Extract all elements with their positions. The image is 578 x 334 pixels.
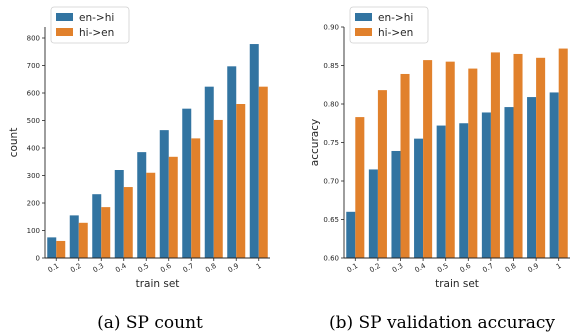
legend: en->hi hi->en [50, 6, 130, 44]
bar-enhi-2 [92, 194, 102, 258]
bar-hien-4 [146, 172, 156, 258]
bar-hien-6 [490, 52, 500, 258]
chart-sp-validation-accuracy: 0.60 0.65 0.70 0.75 0.80 0.85 0.90 0.1 0.2 0.3 0.4… [309, 6, 570, 333]
y-tick-label: 100 [27, 227, 40, 235]
y-tick-label: 0.85 [323, 62, 339, 70]
bar-enhi-9 [549, 92, 559, 258]
bar-hien-9 [258, 86, 268, 258]
bar-enhi-8 [527, 97, 537, 258]
bar-enhi-6 [481, 112, 491, 258]
y-tick-label: 0.75 [323, 139, 339, 147]
y-axis-label: accuracy [309, 119, 321, 166]
bar-hien-3 [423, 60, 433, 258]
y-tick-label: 0 [36, 255, 40, 263]
x-tick-label: 1 [555, 262, 563, 271]
y-tick-label: 0.70 [323, 178, 339, 186]
x-tick-label: 0.8 [504, 262, 518, 274]
x-tick-label: 0.5 [436, 262, 450, 274]
bar-enhi-2 [391, 150, 401, 258]
x-axis-label: train set [435, 278, 479, 290]
bar-enhi-3 [114, 170, 124, 258]
bar-hien-6 [191, 138, 201, 259]
y-tick-label: 0.90 [323, 24, 339, 32]
x-tick-label: 0.7 [182, 262, 196, 274]
bar-hien-1 [377, 90, 387, 258]
bar-hien-4 [445, 61, 455, 259]
bar-hien-0 [355, 117, 365, 258]
y-tick-label: 0.60 [323, 255, 339, 263]
y-tick-label: 800 [27, 35, 40, 43]
legend-entry: en->hi [378, 12, 413, 24]
x-tick-label: 0.2 [69, 262, 83, 274]
y-tick-label: 0.65 [323, 216, 339, 224]
x-tick-label: 0.4 [413, 262, 427, 275]
bar-hien-7 [213, 119, 223, 258]
x-tick-label: 0.2 [368, 262, 382, 274]
legend-swatch [56, 28, 73, 36]
bar-hien-2 [101, 207, 111, 259]
bar-enhi-4 [137, 152, 147, 259]
bar-hien-1 [78, 222, 88, 258]
bar-hien-8 [236, 104, 246, 258]
bar-enhi-5 [459, 123, 469, 258]
x-axis-label: train set [136, 278, 180, 290]
chart-sp-count: 0 100 200 300 400 500 600 700 800 0.1 0.2 0.3 0.4 0.5… [8, 6, 270, 333]
bar-enhi-6 [182, 108, 192, 258]
x-tick-label: 0.1 [47, 262, 61, 274]
bar-hien-3 [123, 187, 133, 258]
y-axis-label: count [8, 128, 20, 158]
x-tick-label: 0.5 [137, 262, 151, 274]
x-tick-label: 0.9 [526, 262, 540, 274]
x-tick-label: 0.3 [92, 262, 106, 274]
bar-enhi-0 [47, 237, 57, 259]
bar-hien-5 [168, 156, 178, 258]
bar-hien-8 [536, 57, 546, 258]
x-tick-label: 0.6 [159, 262, 173, 275]
legend-swatch [355, 28, 372, 36]
bar-hien-7 [513, 53, 523, 259]
bar-enhi-1 [69, 215, 79, 259]
y-tick-label: 0.80 [323, 101, 339, 109]
legend-swatch [56, 13, 73, 21]
x-tick-label: 1 [255, 262, 263, 271]
bar-enhi-1 [368, 169, 378, 258]
legend-entry: en->hi [79, 12, 114, 24]
legend-swatch [355, 13, 372, 21]
x-tick-label: 0.6 [459, 262, 473, 275]
x-tick-label: 0.1 [346, 262, 360, 274]
bar-enhi-7 [504, 107, 514, 258]
legend: en->hi hi->en [349, 6, 429, 44]
legend-entry: hi->en [79, 27, 114, 39]
bar-enhi-8 [227, 66, 237, 258]
y-tick-label: 500 [27, 117, 40, 125]
bar-enhi-7 [204, 86, 214, 258]
x-tick-label: 0.4 [114, 262, 128, 275]
bar-enhi-4 [436, 125, 446, 258]
y-tick-label: 600 [27, 90, 40, 98]
x-tick-label: 0.9 [227, 262, 241, 274]
bar-hien-2 [400, 73, 410, 258]
bar-enhi-3 [414, 138, 424, 258]
x-tick-label: 0.3 [391, 262, 405, 274]
y-tick-label: 200 [27, 200, 40, 208]
x-tick-label: 0.8 [204, 262, 218, 274]
y-tick-label: 700 [27, 62, 40, 70]
bar-enhi-5 [159, 130, 169, 259]
x-tick-label: 0.7 [481, 262, 495, 274]
bar-hien-9 [558, 48, 568, 259]
bar-enhi-9 [249, 44, 259, 258]
y-tick-label: 300 [27, 172, 40, 180]
bar-hien-0 [56, 240, 66, 258]
figure-caption: (b) SP validation accuracy [329, 313, 555, 333]
bar-enhi-0 [346, 211, 356, 258]
y-tick-label: 400 [27, 145, 40, 153]
legend-entry: hi->en [378, 27, 413, 39]
figure-caption: (a) SP count [97, 313, 203, 333]
bar-hien-5 [468, 68, 478, 258]
